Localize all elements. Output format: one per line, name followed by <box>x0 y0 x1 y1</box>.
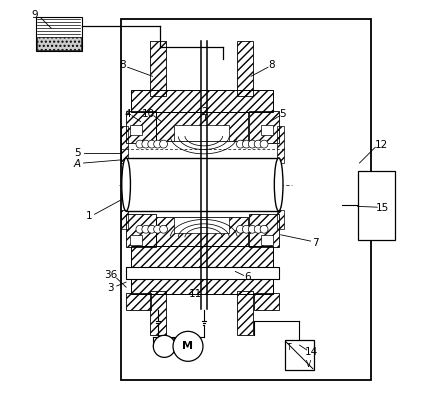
Ellipse shape <box>122 158 130 211</box>
Bar <box>130 125 142 135</box>
Text: 5: 5 <box>74 148 81 158</box>
Circle shape <box>159 225 167 233</box>
Bar <box>358 171 395 240</box>
Bar <box>121 19 371 380</box>
Bar <box>126 293 151 310</box>
Bar <box>126 158 279 211</box>
Circle shape <box>242 140 250 148</box>
Text: 13: 13 <box>171 337 184 347</box>
Bar <box>249 214 279 247</box>
Text: 4: 4 <box>124 109 131 119</box>
Circle shape <box>136 225 144 233</box>
Text: 2: 2 <box>202 107 208 117</box>
Text: 12: 12 <box>374 140 388 150</box>
Text: 5: 5 <box>279 109 286 119</box>
Text: 6: 6 <box>244 272 250 282</box>
Circle shape <box>173 331 203 361</box>
Bar <box>121 125 128 163</box>
Circle shape <box>148 140 155 148</box>
Text: 7: 7 <box>312 238 319 248</box>
Text: 8: 8 <box>268 60 275 70</box>
Circle shape <box>142 225 150 233</box>
Bar <box>277 210 284 229</box>
Circle shape <box>260 140 268 148</box>
Text: 10: 10 <box>142 109 155 119</box>
Circle shape <box>142 140 150 148</box>
Circle shape <box>148 225 155 233</box>
Bar <box>37 37 81 50</box>
Bar <box>126 267 279 279</box>
Circle shape <box>254 140 262 148</box>
Circle shape <box>153 335 175 357</box>
Circle shape <box>154 225 162 233</box>
Bar <box>174 125 229 141</box>
Circle shape <box>159 140 167 148</box>
Bar <box>37 37 81 50</box>
Circle shape <box>254 225 262 233</box>
Bar <box>155 217 249 246</box>
Text: 14: 14 <box>305 347 318 357</box>
Bar <box>284 340 314 370</box>
Circle shape <box>260 225 268 233</box>
Bar <box>237 291 253 335</box>
Bar <box>277 125 284 163</box>
Text: 3: 3 <box>107 283 114 293</box>
Bar <box>131 246 273 268</box>
Bar <box>174 217 229 233</box>
Text: 11: 11 <box>189 289 202 299</box>
Bar <box>131 275 273 294</box>
Text: 1: 1 <box>85 211 92 221</box>
Circle shape <box>242 225 250 233</box>
Text: A: A <box>73 159 80 169</box>
Text: V: V <box>307 360 311 368</box>
Circle shape <box>249 225 256 233</box>
Text: 15: 15 <box>376 203 389 213</box>
Circle shape <box>154 140 162 148</box>
Bar <box>130 235 142 245</box>
Bar <box>150 291 166 335</box>
Bar <box>126 214 155 247</box>
Bar <box>121 210 128 229</box>
Bar <box>237 41 253 96</box>
Circle shape <box>237 225 245 233</box>
Bar <box>249 111 279 143</box>
Ellipse shape <box>274 158 283 211</box>
Bar <box>254 293 279 310</box>
Text: 36: 36 <box>104 270 117 280</box>
Circle shape <box>249 140 256 148</box>
Bar <box>155 112 249 141</box>
Text: 8: 8 <box>119 60 125 70</box>
Circle shape <box>136 140 144 148</box>
Bar <box>131 90 273 112</box>
Bar <box>261 235 273 245</box>
Circle shape <box>237 140 245 148</box>
Text: T: T <box>288 343 292 352</box>
Bar <box>36 17 82 51</box>
Text: 9: 9 <box>31 10 38 20</box>
Bar <box>261 125 273 135</box>
Bar <box>150 41 166 96</box>
Bar <box>126 111 155 143</box>
Text: M: M <box>183 341 194 351</box>
